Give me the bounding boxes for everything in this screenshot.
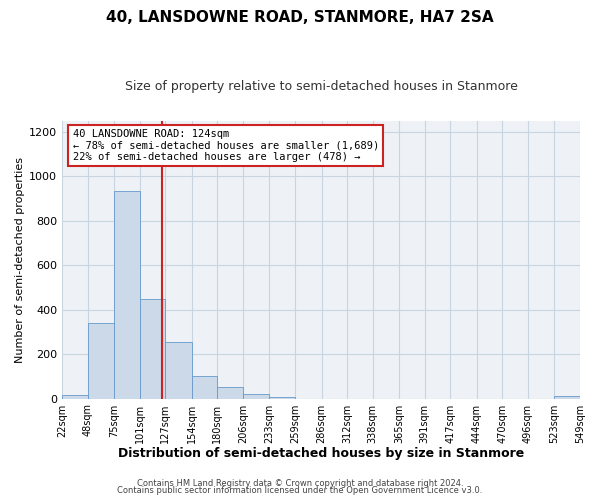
Bar [114, 190, 140, 398]
Text: 40, LANSDOWNE ROAD, STANMORE, HA7 2SA: 40, LANSDOWNE ROAD, STANMORE, HA7 2SA [106, 10, 494, 25]
Text: 40 LANSDOWNE ROAD: 124sqm
← 78% of semi-detached houses are smaller (1,689)
22% : 40 LANSDOWNE ROAD: 124sqm ← 78% of semi-… [73, 129, 379, 162]
Bar [554, 396, 580, 398]
Bar [217, 387, 243, 398]
Bar [62, 396, 88, 398]
Bar [166, 342, 192, 398]
Text: Contains HM Land Registry data © Crown copyright and database right 2024.: Contains HM Land Registry data © Crown c… [137, 478, 463, 488]
Title: Size of property relative to semi-detached houses in Stanmore: Size of property relative to semi-detach… [125, 80, 518, 93]
Bar [140, 298, 166, 398]
Bar [243, 394, 269, 398]
X-axis label: Distribution of semi-detached houses by size in Stanmore: Distribution of semi-detached houses by … [118, 447, 524, 460]
Bar [192, 376, 217, 398]
Bar [88, 323, 114, 398]
Text: Contains public sector information licensed under the Open Government Licence v3: Contains public sector information licen… [118, 486, 482, 495]
Y-axis label: Number of semi-detached properties: Number of semi-detached properties [15, 156, 25, 362]
